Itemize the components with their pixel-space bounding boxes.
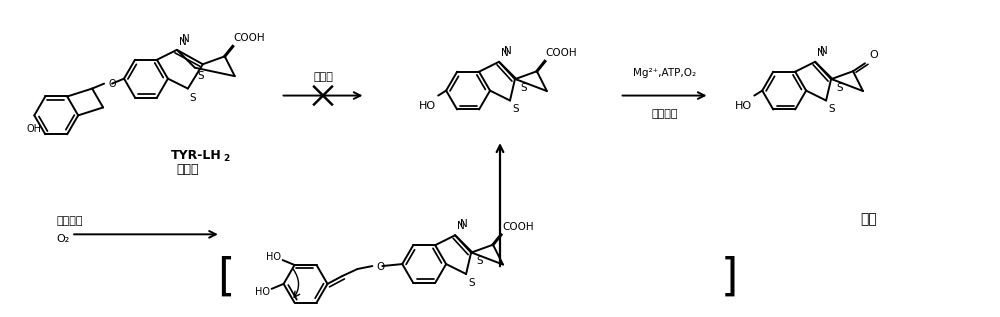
Text: O: O [108,79,116,89]
Text: N: N [817,48,825,58]
Text: N: N [820,46,828,56]
Text: COOH: COOH [546,49,577,58]
Text: S: S [468,278,475,288]
Text: 荧光素酶: 荧光素酶 [651,109,678,120]
Text: 2: 2 [223,153,229,163]
Text: ]: ] [721,256,738,298]
Text: S: S [512,105,519,114]
Text: N: N [460,219,468,229]
Text: S: S [836,83,843,93]
Text: N: N [179,37,187,47]
Text: Mg²⁺,ATP,O₂: Mg²⁺,ATP,O₂ [633,68,696,78]
Text: 发光: 发光 [861,212,877,226]
Text: S: S [476,256,483,266]
Text: [: [ [217,256,234,298]
Text: S: S [520,83,527,93]
Text: HO: HO [735,100,752,111]
Text: COOH: COOH [502,222,534,232]
Text: 酪氨酸酶: 酪氨酸酶 [56,217,83,226]
Text: 不发光: 不发光 [176,163,198,176]
Text: N: N [182,34,190,44]
Text: S: S [198,71,204,81]
Text: N: N [501,48,509,58]
Text: HO: HO [266,252,281,262]
Text: O: O [376,262,385,272]
Text: N: N [504,46,512,56]
Text: TYR-LH: TYR-LH [171,149,222,162]
Text: HO: HO [419,100,436,111]
Text: S: S [828,105,835,114]
Text: O: O [869,50,878,60]
Text: O₂: O₂ [56,234,69,244]
Text: OH: OH [27,124,42,134]
Text: COOH: COOH [234,33,265,43]
Text: HO: HO [255,287,270,297]
Text: S: S [190,93,196,102]
Text: N: N [457,221,465,231]
Text: 活性氧: 活性氧 [313,72,333,82]
